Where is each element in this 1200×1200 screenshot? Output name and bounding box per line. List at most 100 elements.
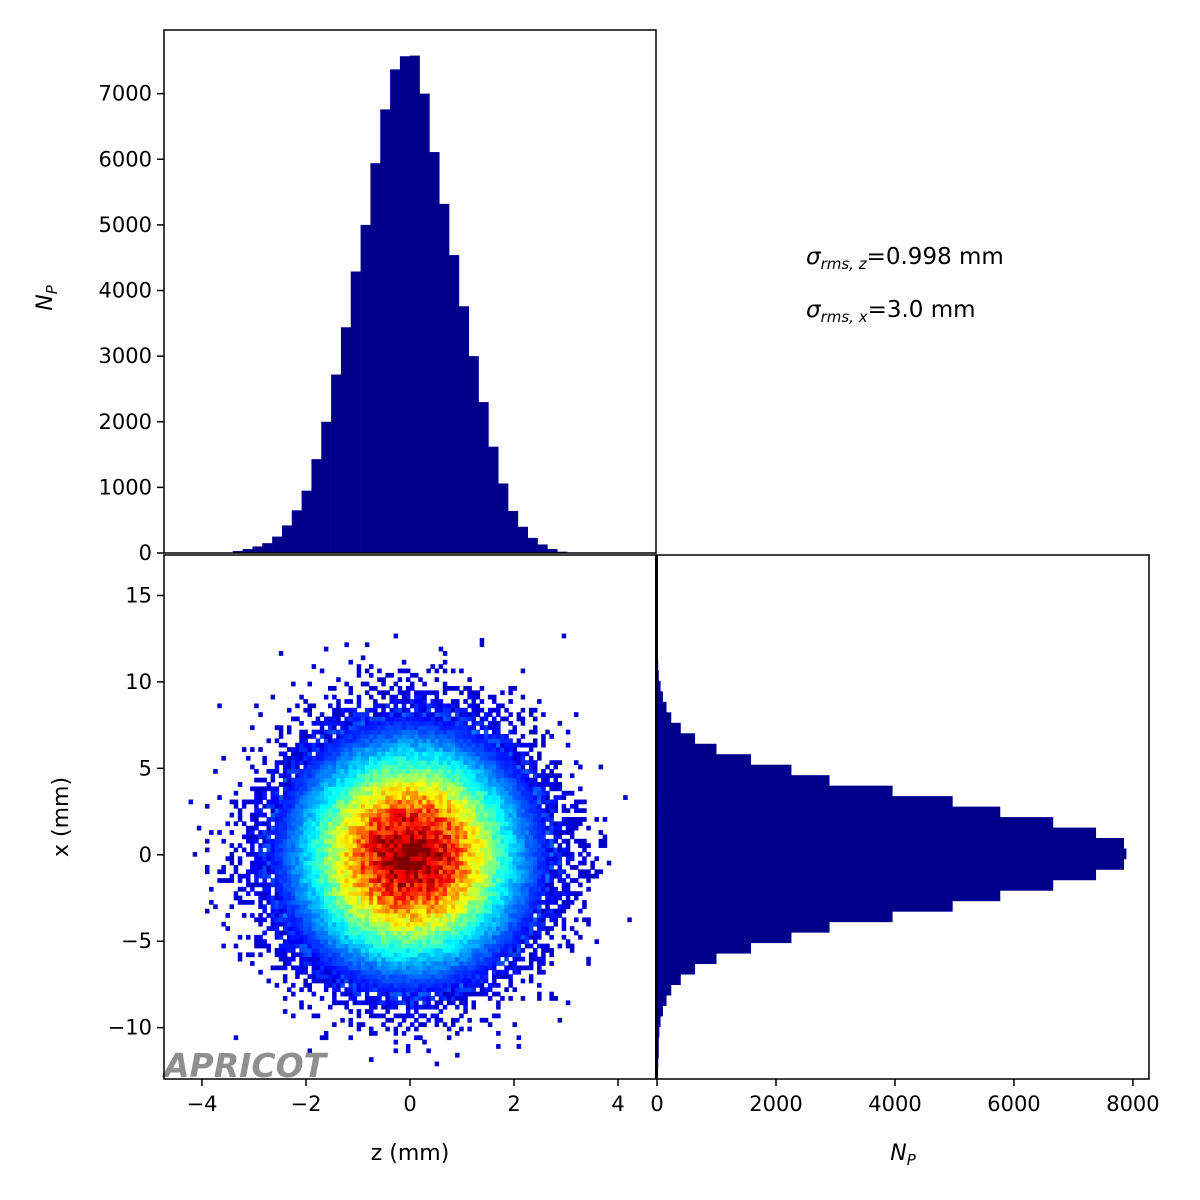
heatmap-cell	[533, 921, 538, 927]
heatmap-cell	[438, 982, 444, 988]
heatmap-cell	[315, 782, 321, 787]
heatmap-cell	[315, 786, 321, 792]
heatmap-cell	[569, 899, 575, 905]
heatmap-cell	[410, 681, 415, 687]
heatmap-cell	[442, 712, 448, 717]
heatmap-cell	[287, 899, 292, 905]
heatmap-cell	[299, 956, 304, 962]
heatmap-cell	[533, 834, 538, 840]
heatmap-cell	[311, 943, 317, 949]
heatmap-cell	[496, 891, 501, 896]
heatmap-cell	[492, 808, 497, 814]
heatmap-cell	[328, 686, 333, 691]
heatmap-cell	[451, 891, 456, 896]
heatmap-cell	[254, 834, 259, 840]
heatmap-cell	[528, 812, 534, 818]
heatmap-cell	[356, 808, 362, 814]
heatmap-cell	[319, 808, 325, 814]
heatmap-cell	[446, 707, 452, 713]
heatmap-cell	[594, 817, 599, 822]
heatmap-cell	[426, 843, 431, 848]
heatmap-cell	[381, 782, 386, 787]
heatmap-cell	[389, 712, 394, 717]
heatmap-cell	[340, 1017, 345, 1023]
heatmap-cell	[364, 690, 370, 696]
heatmap-cell	[352, 891, 358, 896]
heatmap-cell	[348, 930, 353, 936]
heatmap-cell	[508, 812, 513, 818]
heatmap-cell	[348, 1035, 353, 1041]
heatmap-cell	[455, 817, 460, 822]
heatmap-cell	[422, 948, 427, 953]
heatmap-cell	[319, 956, 325, 962]
heatmap-cell	[282, 865, 288, 870]
heatmap-cell	[434, 969, 440, 975]
heatmap-cell	[459, 821, 464, 827]
heatmap-cell	[516, 786, 522, 792]
heatmap-cell	[508, 843, 513, 848]
heatmap-cell	[500, 904, 505, 910]
heatmap-cell	[323, 773, 329, 779]
heatmap-cell	[348, 961, 353, 966]
heatmap-cell	[545, 899, 550, 905]
heatmap-cell	[533, 790, 538, 796]
heatmap-cell	[344, 961, 349, 966]
heatmap-cell	[451, 969, 456, 975]
heatmap-cell	[373, 969, 378, 975]
heatmap-cell	[455, 734, 460, 739]
heatmap-cell	[508, 882, 513, 888]
heatmap-cell	[430, 725, 435, 731]
heatmap-cell	[422, 908, 427, 914]
heatmap-cell	[332, 738, 337, 744]
heatmap-cell	[356, 917, 362, 923]
density-x-tick-label: 0	[403, 1092, 416, 1116]
heatmap-cell	[475, 926, 481, 931]
heatmap-cell	[299, 786, 304, 792]
heatmap-cell	[524, 803, 530, 809]
heatmap-cell	[291, 803, 296, 809]
heatmap-cell	[405, 982, 411, 988]
heatmap-cell	[492, 720, 497, 726]
heatmap-cell	[315, 738, 321, 744]
heatmap-cell	[373, 899, 378, 905]
heatmap-cell	[479, 747, 485, 752]
heatmap-cell	[475, 768, 481, 774]
heatmap-cell	[410, 843, 415, 848]
heatmap-cell	[352, 747, 358, 752]
heatmap-cell	[467, 803, 472, 809]
heatmap-cell	[405, 895, 411, 901]
heatmap-cell	[344, 838, 349, 844]
heatmap-cell	[446, 755, 452, 761]
heatmap-cell	[287, 886, 292, 892]
heatmap-cell	[315, 755, 321, 761]
heatmap-cell	[455, 904, 460, 910]
heatmap-cell	[418, 751, 423, 757]
heatmap-cell	[299, 843, 304, 848]
heatmap-cell	[381, 943, 386, 949]
heatmap-cell	[467, 817, 472, 822]
heatmap-cell	[291, 755, 296, 761]
heatmap-cell	[323, 987, 329, 993]
heatmap-cell	[504, 878, 509, 883]
heatmap-cell	[381, 690, 386, 696]
heatmap-cell	[241, 913, 247, 918]
heatmap-cell	[410, 865, 415, 870]
heatmap-cell	[344, 834, 349, 840]
heatmap-cell	[254, 943, 259, 949]
heatmap-cell	[295, 873, 300, 879]
heatmap-cell	[512, 926, 517, 931]
heatmap-cell	[537, 773, 542, 779]
heatmap-cell	[356, 755, 362, 761]
heatmap-cell	[504, 943, 509, 949]
heatmap-cell	[516, 1035, 522, 1041]
heatmap-cell	[414, 725, 419, 731]
heatmap-cell	[504, 930, 509, 936]
heatmap-cell	[254, 803, 259, 809]
heatmap-cell	[471, 865, 476, 870]
heatmap-cell	[356, 873, 362, 879]
heatmap-cell	[323, 956, 329, 962]
heatmap-cell	[475, 821, 481, 827]
heatmap-cell	[340, 808, 345, 814]
heatmap-cell	[291, 899, 296, 905]
heatmap-cell	[401, 812, 407, 818]
